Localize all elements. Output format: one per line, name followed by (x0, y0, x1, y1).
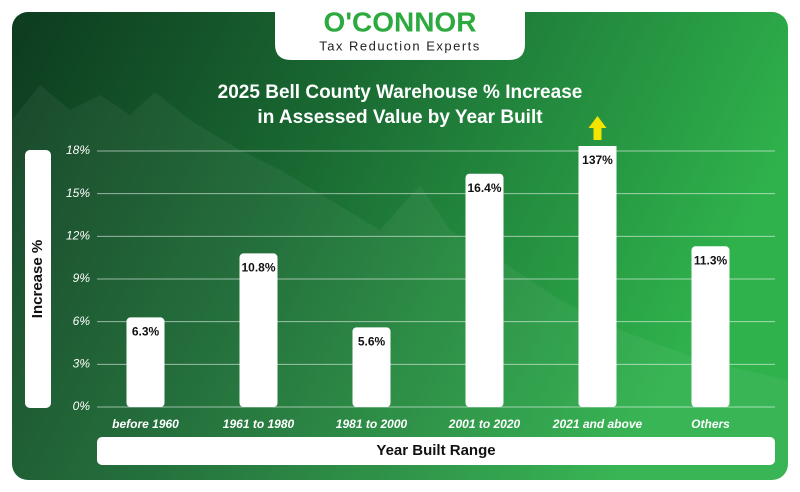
bar (352, 327, 391, 407)
y-tick-label: 3% (73, 357, 91, 371)
x-label-box (97, 437, 775, 465)
value-label: 10.8% (241, 261, 275, 275)
x-tick-label: before 1960 (112, 417, 179, 431)
overflow-arrow (588, 116, 607, 140)
value-label: 6.3% (132, 325, 160, 339)
y-tick-label: 15% (66, 186, 90, 200)
x-axis-label: Year Built Range (376, 442, 495, 459)
chart-title: in Assessed Value by Year Built (257, 107, 543, 128)
bar (126, 317, 165, 407)
plot-area (126, 146, 730, 407)
y-tick-label: 0% (73, 399, 91, 413)
value-label: 5.6% (358, 335, 386, 349)
chart-title: 2025 Bell County Warehouse % Increase (218, 82, 583, 103)
x-tick-label: 2021 and above (552, 417, 643, 431)
logo-tab (275, 0, 525, 60)
logo-tagline: Tax Reduction Experts (319, 38, 481, 53)
y-label-box (25, 150, 51, 408)
bar (578, 146, 617, 407)
bar (465, 173, 504, 407)
y-tick-label: 6% (73, 314, 91, 328)
x-tick-label: Others (691, 417, 730, 431)
x-tick-label: 1961 to 1980 (223, 417, 295, 431)
value-label: 11.3% (694, 253, 728, 267)
y-tick-label: 18% (66, 143, 90, 157)
logo-brand: O'CONNOR (324, 6, 477, 37)
x-tick-label: 1981 to 2000 (336, 417, 408, 431)
bar (239, 253, 278, 407)
y-axis-label: Increase % (29, 240, 46, 318)
bar (691, 246, 730, 407)
value-label: 137% (582, 153, 613, 167)
y-tick-label: 9% (73, 271, 91, 285)
value-label: 16.4% (467, 181, 501, 195)
x-tick-label: 2001 to 2020 (448, 417, 521, 431)
y-tick-label: 12% (66, 229, 90, 243)
